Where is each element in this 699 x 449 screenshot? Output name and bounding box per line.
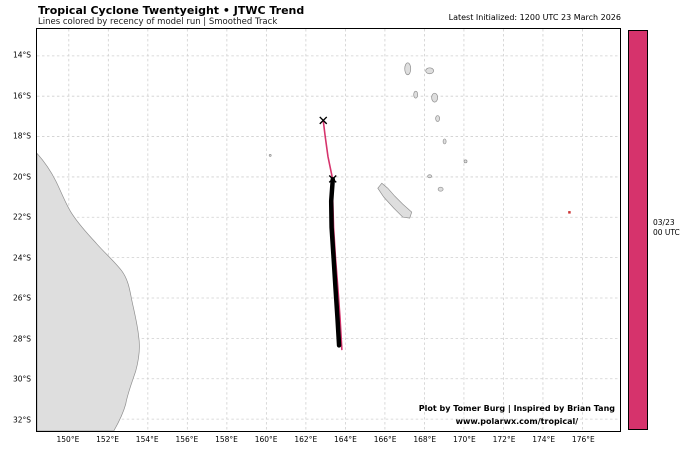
x-tick-label: 172°E bbox=[492, 435, 516, 444]
vanuatu-island bbox=[404, 62, 412, 76]
plot-title: Tropical Cyclone Twentyeight • JTWC Tren… bbox=[38, 4, 305, 17]
init-time-label: Latest Initialized: 1200 UTC 23 March 20… bbox=[448, 13, 621, 22]
y-tick-label: 24°S bbox=[12, 253, 31, 263]
map-canvas bbox=[37, 29, 620, 431]
jtwc-smoothed-track bbox=[328, 177, 342, 348]
x-tick-label: 154°E bbox=[135, 435, 159, 444]
y-tick-label: 28°S bbox=[12, 334, 31, 344]
small-island bbox=[463, 159, 468, 164]
y-axis-ticks: 14°S 16°S 18°S 20°S 22°S 24°S 26°S 28°S 30°S 32°S bbox=[4, 28, 34, 432]
new-caledonia-island bbox=[377, 182, 413, 219]
loyalty-island bbox=[437, 186, 444, 192]
x-tick-label: 150°E bbox=[56, 435, 80, 444]
x-tick-label: 158°E bbox=[215, 435, 238, 444]
vanuatu-island bbox=[431, 92, 438, 103]
tiny-red-mark bbox=[568, 211, 571, 214]
credit-url: www.polarwx.com/tropical/ bbox=[455, 416, 579, 426]
x-tick-label: 176°E bbox=[571, 435, 595, 444]
x-tick-label: 160°E bbox=[254, 435, 278, 444]
colorbar-date: 03/23 bbox=[653, 218, 675, 227]
map-plot-area: Plot by Tomer Burg | Inspired by Brian T… bbox=[36, 28, 621, 432]
y-tick-label: 30°S bbox=[12, 374, 31, 384]
x-tick-label: 168°E bbox=[413, 435, 437, 444]
x-tick-label: 156°E bbox=[175, 435, 199, 444]
position-x-marker bbox=[319, 116, 328, 125]
x-tick-label: 166°E bbox=[373, 435, 397, 444]
marker-layer bbox=[319, 116, 337, 183]
land-layer bbox=[37, 62, 571, 431]
small-reef bbox=[268, 154, 272, 157]
position-x-marker bbox=[328, 174, 337, 183]
colorbar bbox=[628, 30, 648, 430]
vanuatu-island bbox=[442, 138, 447, 145]
y-tick-label: 20°S bbox=[12, 172, 31, 182]
y-tick-label: 14°S bbox=[12, 50, 31, 60]
x-tick-label: 170°E bbox=[452, 435, 476, 444]
x-tick-label: 164°E bbox=[334, 435, 357, 444]
track-layer bbox=[322, 119, 343, 351]
colorbar-label: 03/23 00 UTC bbox=[653, 218, 680, 238]
credits: Plot by Tomer Burg | Inspired by Brian T… bbox=[419, 403, 615, 428]
vanuatu-island bbox=[435, 115, 440, 122]
grid-layer bbox=[37, 29, 620, 431]
credit-line: Plot by Tomer Burg | Inspired by Brian T… bbox=[418, 404, 615, 414]
x-tick-label: 174°E bbox=[532, 435, 556, 444]
y-tick-label: 16°S bbox=[12, 91, 31, 101]
y-tick-label: 26°S bbox=[12, 293, 31, 303]
vanuatu-island bbox=[413, 90, 419, 99]
colorbar-time: 00 UTC bbox=[653, 228, 680, 238]
y-tick-label: 22°S bbox=[12, 212, 31, 222]
plot-subtitle: Lines colored by recency of model run | … bbox=[38, 17, 278, 27]
x-axis-ticks: 150°E 152°E 154°E 156°E 158°E 160°E 162°E 164°E… bbox=[36, 435, 621, 447]
x-tick-label: 152°E bbox=[96, 435, 119, 444]
loyalty-island bbox=[427, 174, 432, 179]
x-tick-label: 162°E bbox=[294, 435, 318, 444]
australia-coastline bbox=[37, 152, 140, 431]
y-tick-label: 32°S bbox=[12, 415, 31, 425]
y-tick-label: 18°S bbox=[12, 131, 31, 141]
vanuatu-island bbox=[425, 67, 434, 75]
